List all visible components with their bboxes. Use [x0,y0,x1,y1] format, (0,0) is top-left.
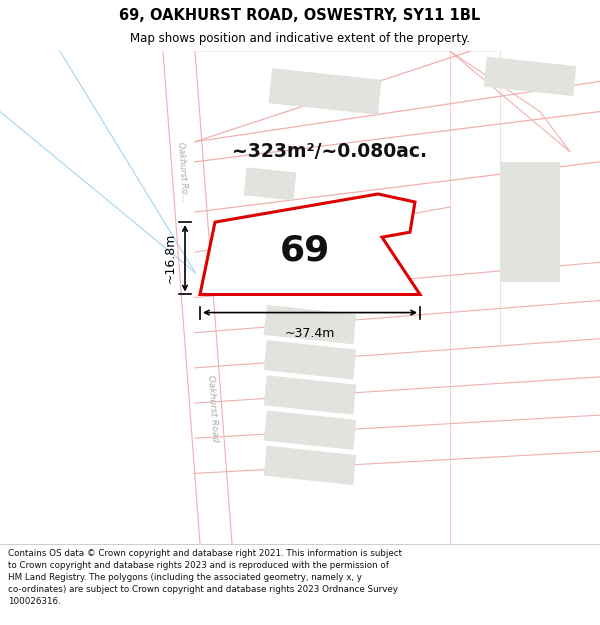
Text: ~323m²/~0.080ac.: ~323m²/~0.080ac. [233,142,427,161]
Text: 69, OAKHURST ROAD, OSWESTRY, SY11 1BL: 69, OAKHURST ROAD, OSWESTRY, SY11 1BL [119,8,481,23]
Text: Oakhurst Road: Oakhurst Road [206,374,220,442]
Text: Oakhurst Ro...: Oakhurst Ro... [176,142,190,202]
Polygon shape [263,411,356,450]
Polygon shape [244,168,296,201]
Polygon shape [263,340,356,379]
Text: 69: 69 [280,233,330,268]
Polygon shape [268,68,382,115]
Polygon shape [200,194,420,294]
Polygon shape [484,57,577,96]
Polygon shape [263,305,356,344]
Polygon shape [500,162,560,282]
Polygon shape [263,375,356,415]
Text: Contains OS data © Crown copyright and database right 2021. This information is : Contains OS data © Crown copyright and d… [8,549,402,606]
Polygon shape [263,446,356,485]
Text: ~37.4m: ~37.4m [285,327,335,339]
Polygon shape [163,51,232,544]
Text: Map shows position and indicative extent of the property.: Map shows position and indicative extent… [130,32,470,45]
Text: ~16.8m: ~16.8m [164,233,177,284]
